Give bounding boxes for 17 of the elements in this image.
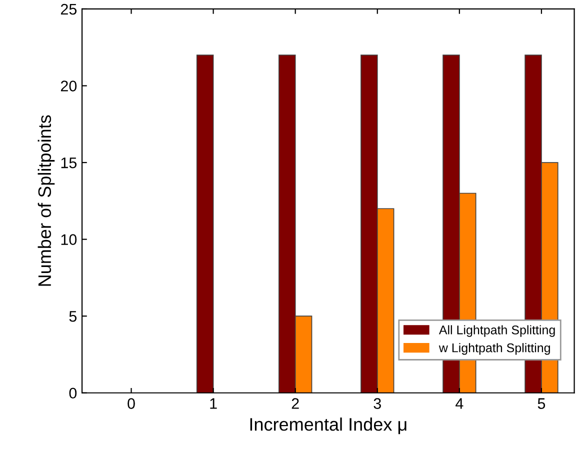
y-tick-label: 25 [60, 4, 77, 15]
y-tick-label: 0 [69, 388, 77, 399]
x-tick-label: 0 [128, 398, 135, 409]
y-tick-label: 20 [60, 80, 77, 92]
y-tick-label: 10 [61, 234, 77, 246]
legend-label: All Lightpath Splitting [438, 325, 555, 337]
x-axis-title: Incremental Index μ [250, 418, 406, 434]
y-axis-title: Number of Splitpoints [38, 115, 55, 286]
x-tick-label: 5 [538, 398, 546, 409]
legend-label: w Lightpath Splitting [438, 343, 550, 355]
x-tick-label: 3 [374, 398, 381, 409]
y-tick-label: 5 [69, 311, 77, 322]
x-tick-label: 2 [292, 398, 299, 409]
x-tick-label: 4 [456, 398, 464, 409]
y-tick-label: 15 [61, 158, 77, 168]
bar [196, 54, 214, 393]
x-tick-label: 1 [210, 398, 217, 409]
